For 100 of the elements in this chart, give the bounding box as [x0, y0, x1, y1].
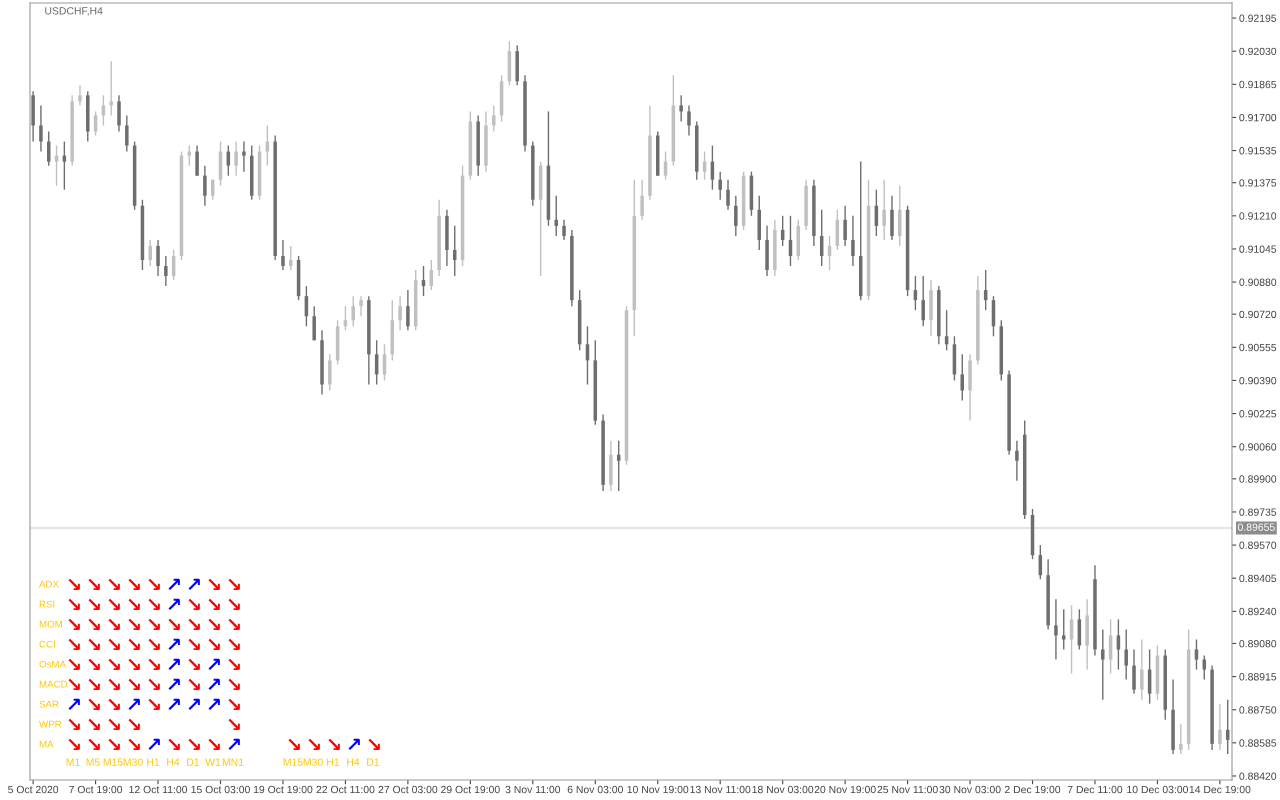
- x-tick-label: 30 Nov 03:00: [939, 785, 1001, 794]
- category-label: M30: [303, 758, 323, 766]
- category-label: SAR: [39, 700, 59, 708]
- category-label: CCI: [39, 640, 55, 648]
- text: ↘: [108, 678, 120, 691]
- x-tick-label: 13 Nov 11:00: [690, 785, 751, 794]
- category-label: H1: [327, 758, 340, 766]
- y-tick-label: 0.90060: [1239, 443, 1277, 451]
- y-tick-label: 0.91700: [1239, 113, 1277, 122]
- text: ↘: [228, 698, 240, 711]
- category-label: M15: [103, 758, 123, 766]
- text: ↘: [88, 718, 100, 731]
- text: ↘: [68, 658, 80, 671]
- category-label: D1: [367, 758, 380, 766]
- text: ↘: [228, 638, 240, 651]
- candlestick: [125, 114, 129, 153]
- category-label: MN1: [222, 758, 244, 766]
- y-tick-label: 0.89080: [1239, 639, 1277, 648]
- candlestick: [734, 195, 738, 237]
- x-tick-label: 7 Oct 19:00: [69, 785, 123, 794]
- text: ↘: [68, 738, 80, 751]
- text: ↘: [68, 638, 80, 651]
- category-label: ADX: [39, 580, 59, 588]
- text: ↘: [148, 638, 160, 651]
- text: ↘: [88, 658, 100, 671]
- text: ↘: [88, 598, 100, 611]
- text: ↗: [208, 698, 220, 711]
- text: ↘: [128, 718, 140, 731]
- x-tick-label: 25 Nov 11:00: [877, 785, 938, 794]
- text: ↘: [228, 598, 240, 611]
- text: ↘: [128, 658, 140, 671]
- y-tick-label: 0.89240: [1239, 607, 1277, 616]
- candlestick: [289, 245, 293, 271]
- category-label: OsMA: [39, 660, 66, 668]
- y-tick-label: 0.91535: [1239, 147, 1277, 155]
- text: ↘: [148, 618, 160, 631]
- candlestick: [640, 178, 644, 221]
- text: ↗: [168, 578, 180, 591]
- y-tick-label: 0.91375: [1239, 179, 1277, 187]
- text: ↘: [188, 678, 200, 691]
- y-tick-label: 0.89900: [1239, 475, 1277, 483]
- text: ↘: [208, 738, 220, 751]
- text: ↘: [148, 658, 160, 671]
- x-tick-label: 6 Nov 03:00: [567, 785, 623, 794]
- y-tick-label: 0.91210: [1239, 212, 1277, 220]
- x-tick-label: 15 Oct 03:00: [191, 785, 250, 794]
- text: ↗: [128, 698, 140, 711]
- text: ↘: [88, 578, 100, 591]
- category-label: RSI: [39, 600, 55, 608]
- text: ↘: [328, 738, 340, 751]
- candlestick: [679, 94, 683, 123]
- text: ↘: [68, 598, 80, 611]
- x-tick-label: 12 Oct 11:00: [129, 785, 188, 794]
- x-tick-label: 27 Oct 03:00: [378, 785, 438, 794]
- y-tick-label: 0.90720: [1239, 310, 1277, 319]
- candlestick: [39, 104, 43, 153]
- x-tick-label: 29 Oct 19:00: [441, 785, 500, 794]
- text: ↗: [348, 738, 360, 751]
- x-tick-label: 19 Oct 19:00: [253, 785, 313, 794]
- category-label: MA: [39, 740, 54, 748]
- x-tick-label: 2 Dec 19:00: [1004, 785, 1061, 794]
- y-tick-label: 0.90225: [1239, 410, 1277, 418]
- text: ↘: [108, 618, 120, 631]
- text: ↘: [128, 598, 140, 611]
- category-label: H4: [347, 758, 360, 766]
- text: ↘: [208, 598, 220, 611]
- text: ↘: [108, 718, 120, 731]
- candlestick: [851, 215, 855, 267]
- candlestick: [156, 239, 160, 277]
- text: ↗: [168, 698, 180, 711]
- text: ↘: [68, 618, 80, 631]
- candlestick: [960, 353, 964, 402]
- text: ↘: [188, 598, 200, 611]
- candlestick: [148, 239, 152, 267]
- text: ↘: [68, 678, 80, 691]
- y-tick-label: 0.90880: [1239, 278, 1277, 286]
- chart-title: USDCHF,H4: [45, 7, 103, 16]
- candlestick: [1015, 439, 1019, 482]
- candlestick: [351, 295, 355, 327]
- text: ↘: [308, 738, 320, 751]
- y-tick-label: 0.92030: [1239, 47, 1277, 56]
- text: ↘: [208, 618, 220, 631]
- candlestick: [1054, 598, 1058, 661]
- x-tick-label: 3 Nov 11:00: [505, 785, 561, 794]
- text: ↘: [228, 618, 240, 631]
- text: ↘: [68, 718, 80, 731]
- candlestick: [359, 295, 363, 317]
- category-label: D1: [187, 758, 200, 766]
- text: ↘: [228, 658, 240, 671]
- candlestick: [921, 275, 925, 327]
- text: ↘: [108, 578, 120, 591]
- candlestick: [1140, 638, 1144, 701]
- text: ↘: [128, 618, 140, 631]
- candlestick: [1194, 638, 1199, 671]
- candlestick: [406, 289, 410, 331]
- text: ↘: [128, 678, 140, 691]
- x-tick-label: 10 Dec 03:00: [1127, 785, 1189, 794]
- y-tick-label: 0.90555: [1239, 343, 1277, 352]
- text: ↘: [208, 578, 220, 591]
- text: ↘: [128, 578, 140, 591]
